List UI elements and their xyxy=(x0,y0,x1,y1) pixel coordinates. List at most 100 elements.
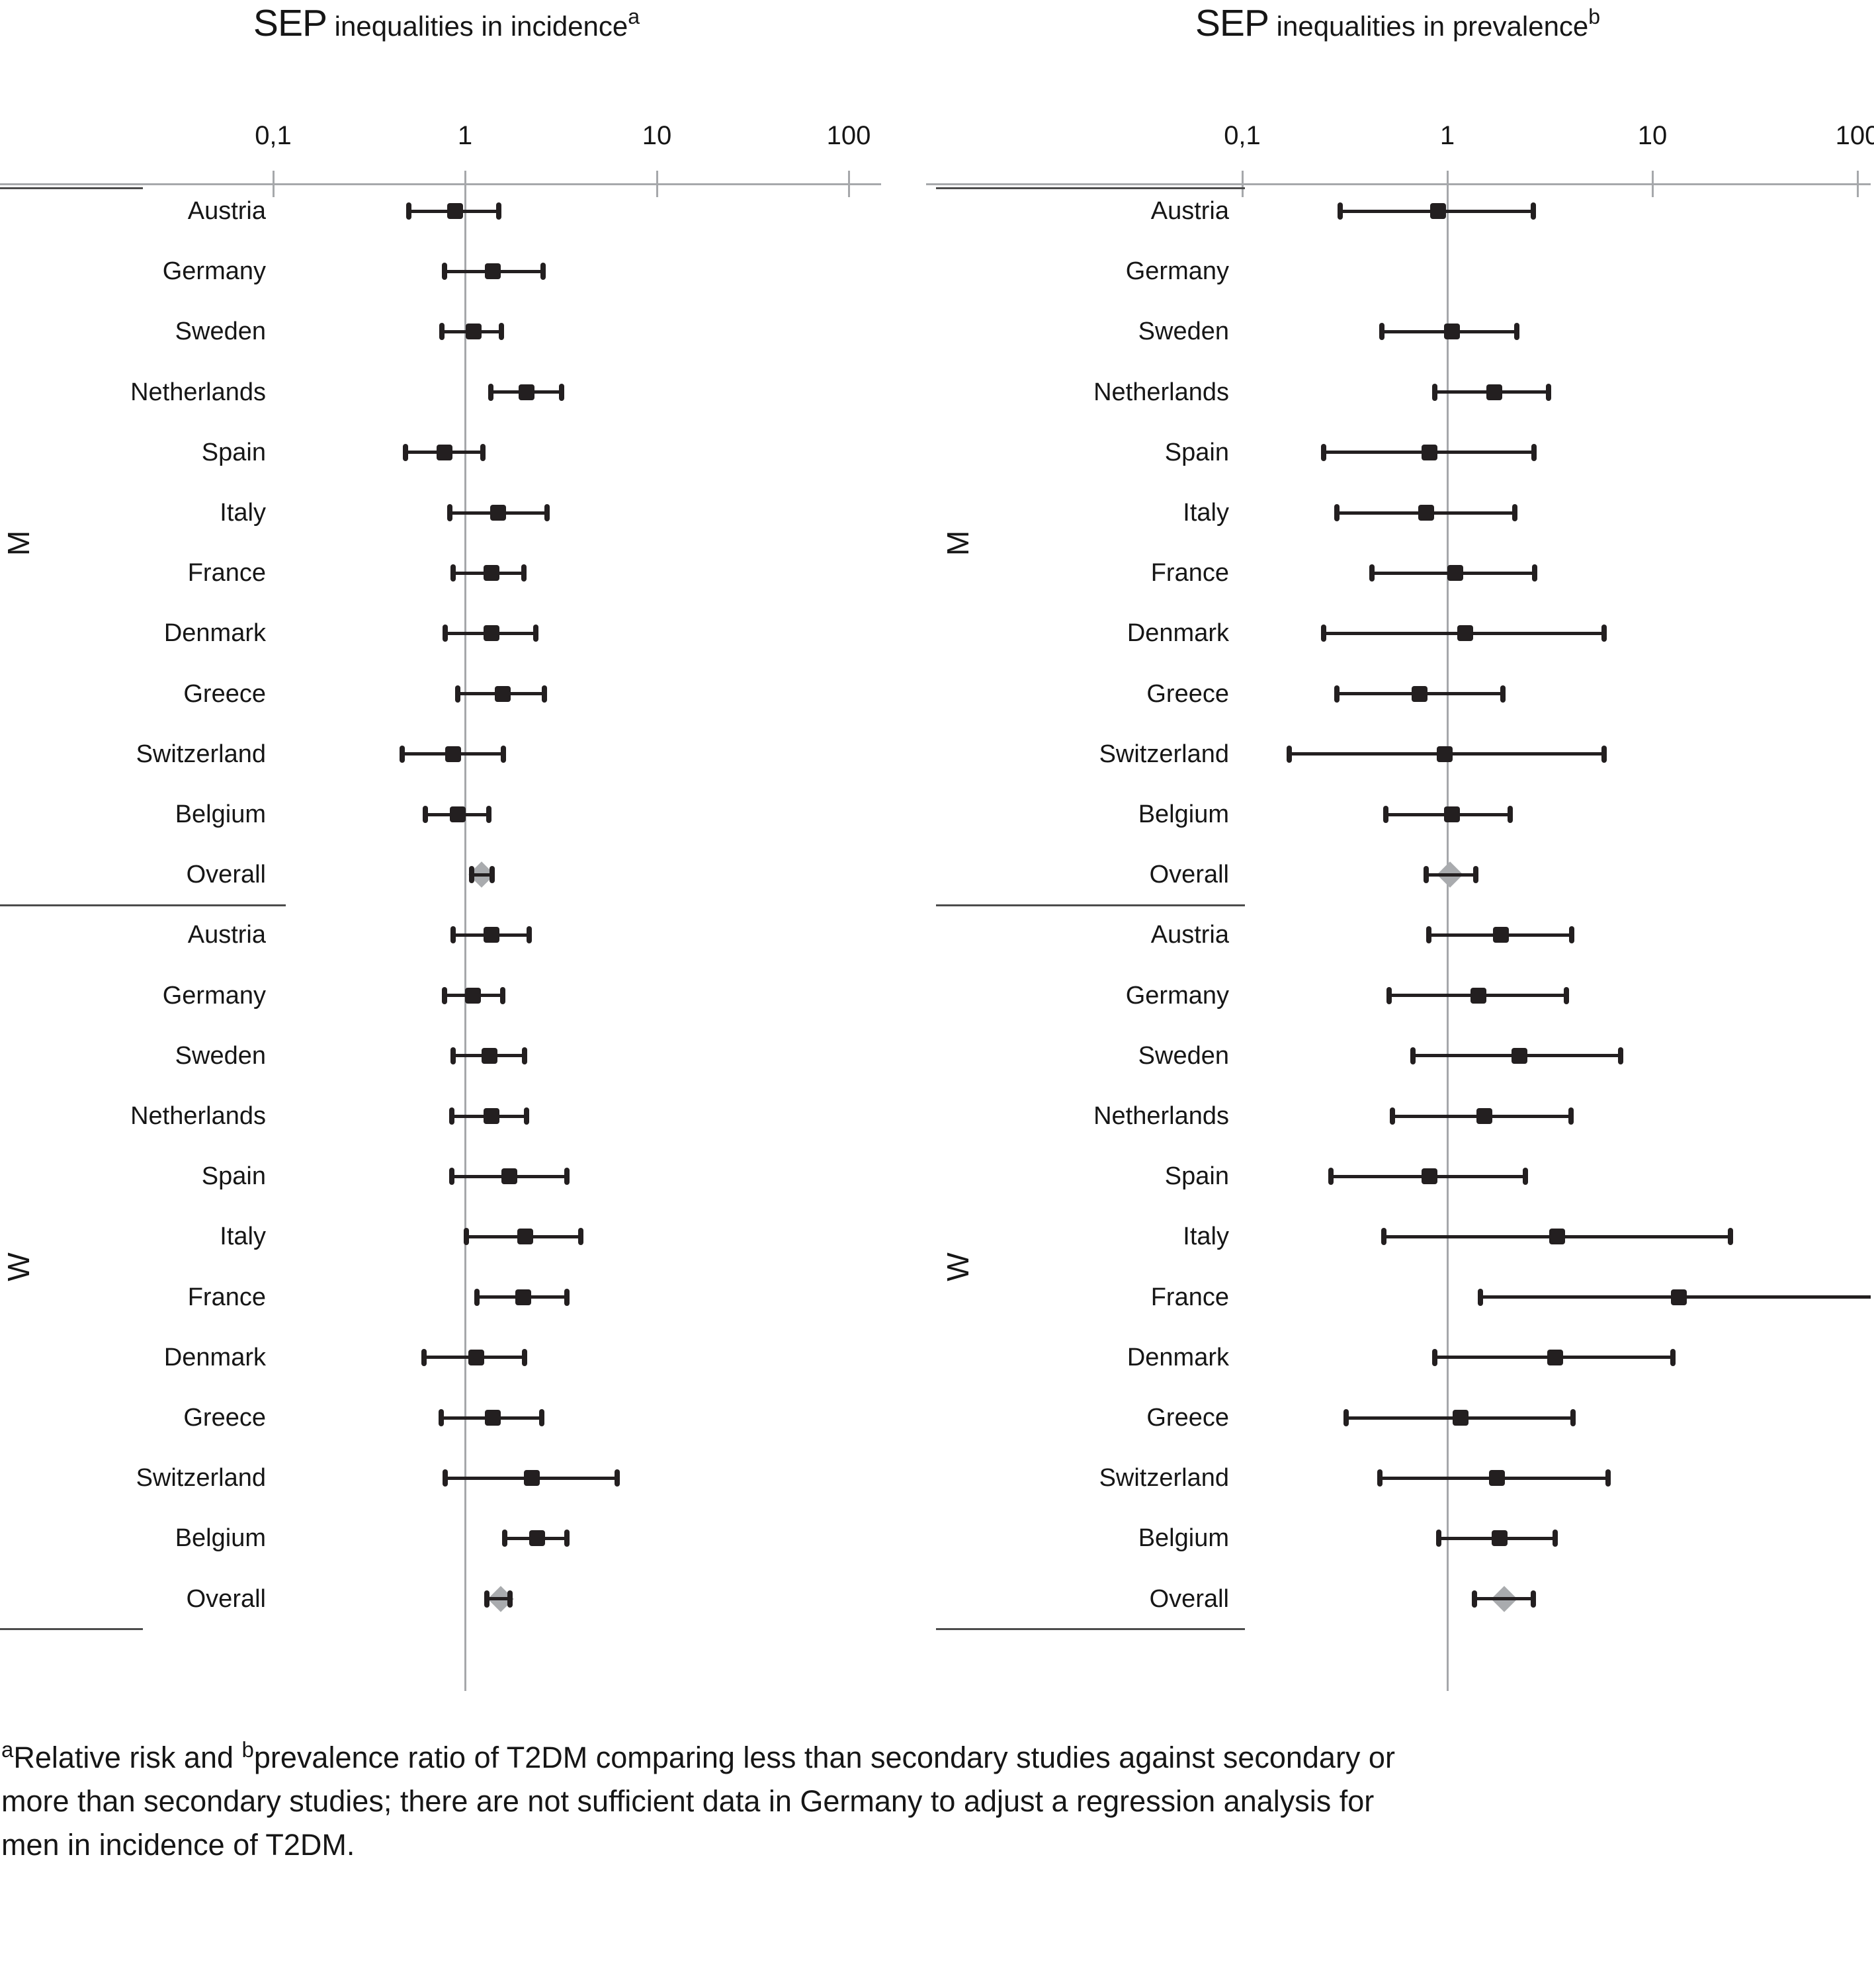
confidence-interval-line xyxy=(487,1597,511,1601)
ci-upper-cap xyxy=(564,1530,570,1547)
ci-upper-cap xyxy=(1601,625,1607,642)
point-estimate-square xyxy=(1470,987,1487,1004)
row-label-germany: Germany xyxy=(162,257,266,286)
ci-upper-cap xyxy=(1530,202,1536,220)
point-estimate-square xyxy=(436,444,452,460)
ci-lower-cap xyxy=(1386,986,1392,1004)
ci-upper-cap xyxy=(541,685,547,703)
ci-upper-cap xyxy=(486,806,491,823)
row-label-denmark: Denmark xyxy=(163,1343,266,1371)
row-label-switzerland: Switzerland xyxy=(1099,1464,1229,1492)
footnote-line-3: men in incidence of T2DM. xyxy=(1,1828,355,1862)
x-axis-tick xyxy=(656,171,658,197)
section-separator xyxy=(936,1627,1245,1630)
point-estimate-square xyxy=(1476,1108,1493,1124)
ci-upper-cap xyxy=(1568,1107,1574,1125)
ci-upper-cap xyxy=(1546,383,1552,401)
section-separator xyxy=(0,904,286,906)
title-main: SEP xyxy=(253,2,327,44)
ci-upper-cap xyxy=(489,866,495,884)
confidence-interval-line xyxy=(471,873,492,877)
ci-upper-cap xyxy=(526,926,532,944)
x-axis-tick xyxy=(1856,171,1859,197)
confidence-interval-line xyxy=(1474,1597,1533,1601)
ci-upper-cap xyxy=(533,625,539,642)
row-label-italy: Italy xyxy=(220,1223,266,1251)
ci-lower-cap xyxy=(441,263,447,281)
ci-lower-cap xyxy=(1432,1348,1438,1366)
point-estimate-square xyxy=(1447,565,1463,582)
x-axis-tick-label: 0,1 xyxy=(255,121,292,150)
ci-lower-cap xyxy=(1343,1409,1349,1426)
x-axis-tick xyxy=(1651,171,1654,197)
point-estimate-square xyxy=(501,1168,517,1185)
row-label-sweden: Sweden xyxy=(1138,318,1229,346)
point-estimate-square xyxy=(450,806,466,822)
ci-upper-cap xyxy=(1605,1469,1611,1487)
row-label-spain: Spain xyxy=(1164,1162,1229,1191)
point-estimate-square xyxy=(519,384,535,400)
footnote-text: prevalence ratio of T2DM comparing less … xyxy=(253,1741,1395,1774)
title-rest: inequalities in prevalence xyxy=(1268,11,1589,42)
point-estimate-square xyxy=(1511,1047,1527,1064)
ci-lower-cap xyxy=(422,806,428,823)
ci-upper-cap xyxy=(1617,1047,1623,1064)
ci-lower-cap xyxy=(1321,625,1327,642)
point-estimate-square xyxy=(517,1229,534,1245)
x-axis-tick-label: 100 xyxy=(826,121,871,150)
ci-lower-cap xyxy=(1287,745,1293,763)
row-label-netherlands: Netherlands xyxy=(1093,1102,1229,1130)
ci-lower-cap xyxy=(488,383,493,401)
section-separator xyxy=(0,187,143,189)
row-label-greece: Greece xyxy=(1146,1404,1229,1432)
ci-upper-cap xyxy=(540,263,546,281)
point-estimate-square xyxy=(483,625,499,642)
x-axis-tick xyxy=(1241,171,1244,197)
row-label-sweden: Sweden xyxy=(175,1041,266,1070)
row-label-france: France xyxy=(1150,559,1229,587)
point-estimate-square xyxy=(485,1410,501,1426)
ci-upper-cap xyxy=(1570,1409,1576,1426)
ci-upper-cap xyxy=(499,323,505,341)
ci-lower-cap xyxy=(464,1228,470,1246)
row-label-germany: Germany xyxy=(1125,981,1229,1010)
row-label-greece: Greece xyxy=(183,679,266,708)
confidence-interval-line xyxy=(1426,873,1476,877)
ci-lower-cap xyxy=(1424,866,1429,884)
ci-lower-cap xyxy=(1432,383,1438,401)
row-label-sweden: Sweden xyxy=(175,318,266,346)
ci-lower-cap xyxy=(1426,926,1431,944)
x-axis-tick xyxy=(272,171,275,197)
row-label-switzerland: Switzerland xyxy=(1099,740,1229,768)
row-label-spain: Spain xyxy=(201,1162,266,1191)
ci-lower-cap xyxy=(443,1469,448,1487)
ci-upper-cap xyxy=(1601,745,1607,763)
ci-lower-cap xyxy=(443,625,448,642)
row-label-italy: Italy xyxy=(1183,1223,1229,1251)
ci-lower-cap xyxy=(1337,202,1343,220)
ci-lower-cap xyxy=(1410,1047,1416,1064)
row-label-netherlands: Netherlands xyxy=(130,1102,266,1130)
ci-upper-cap xyxy=(521,1047,527,1064)
point-estimate-square xyxy=(483,1108,499,1124)
x-axis xyxy=(0,183,881,185)
x-axis-tick-label: 10 xyxy=(642,121,672,150)
ci-lower-cap xyxy=(501,1530,507,1547)
ci-lower-cap xyxy=(1369,564,1375,582)
row-label-belgium: Belgium xyxy=(1138,800,1229,828)
row-label-sweden: Sweden xyxy=(1138,1041,1229,1070)
row-label-switzerland: Switzerland xyxy=(136,740,266,768)
ci-upper-cap xyxy=(1531,564,1537,582)
ci-upper-cap xyxy=(1530,1590,1536,1608)
ci-upper-cap xyxy=(1670,1348,1676,1366)
ci-upper-cap xyxy=(559,383,565,401)
row-label-overall: Overall xyxy=(1149,861,1229,889)
point-estimate-square xyxy=(494,685,511,702)
row-label-austria: Austria xyxy=(187,921,266,949)
point-estimate-square xyxy=(1422,1168,1438,1185)
title-superscript: a xyxy=(628,5,640,28)
row-label-italy: Italy xyxy=(220,499,266,527)
x-axis-tick-label: 0,1 xyxy=(1224,121,1261,150)
section-separator xyxy=(936,187,1245,189)
